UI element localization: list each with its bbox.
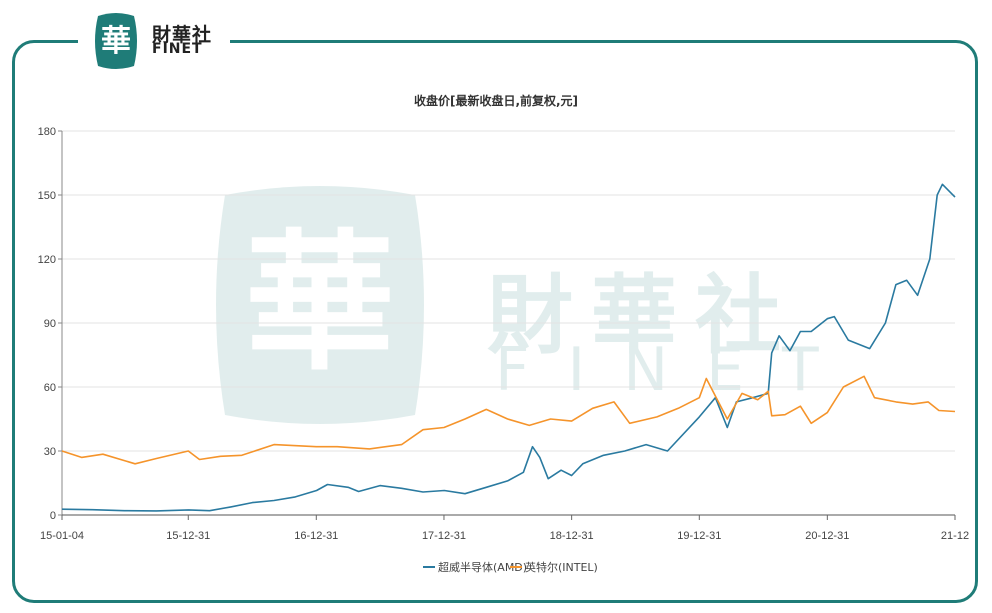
x-tick-label-21-12: 21-12 — [941, 530, 969, 542]
y-tick-label-120: 120 — [38, 254, 56, 266]
brand-cn: 財華社 — [152, 24, 213, 46]
y-tick-label-90: 90 — [44, 318, 56, 330]
brand-en: FINET — [152, 41, 203, 57]
y-tick-label-60: 60 — [44, 382, 56, 394]
series-layer — [61, 183, 956, 512]
x-tick-label-18-12-31: 18-12-31 — [550, 530, 594, 542]
series-line-amd — [61, 183, 956, 512]
x-tick-label-15-01-04: 15-01-04 — [40, 530, 84, 542]
x-tick-label-17-12-31: 17-12-31 — [422, 530, 466, 542]
series-line-intel — [61, 375, 956, 465]
y-tick-label-180: 180 — [38, 126, 56, 138]
y-tick-label-0: 0 — [50, 510, 56, 522]
x-tick-label-15-12-31: 15-12-31 — [166, 530, 210, 542]
legend-label-intel: 英特尔(INTEL) — [525, 560, 598, 574]
chart-title: 收盘价[最新收盘日,前复权,元] — [413, 94, 579, 108]
legend-layer: 超威半导体(AMD)英特尔(INTEL) — [423, 560, 598, 574]
legend-label-amd: 超威半导体(AMD) — [438, 560, 527, 574]
x-tick-label-16-12-31: 16-12-31 — [294, 530, 338, 542]
watermark-cn: 財華社 — [487, 266, 799, 366]
chart-frame — [12, 40, 978, 603]
y-tick-label-150: 150 — [38, 190, 56, 202]
seal-glyph: 華 — [101, 24, 131, 59]
axis-layer: 0 30 60 90 120 150 180 15-01-04 15-12-31 16-12-31… — [38, 126, 969, 542]
grid-layer — [62, 130, 955, 452]
watermark-seal-glyph: 華 — [245, 215, 395, 391]
y-tick-label-30: 30 — [44, 446, 56, 458]
x-tick-label-19-12-31: 19-12-31 — [677, 530, 721, 542]
watermark-seal-icon: 華 — [216, 186, 424, 424]
finet-seal-logo: 華 — [95, 13, 137, 69]
x-tick-label-20-12-31: 20-12-31 — [805, 530, 849, 542]
